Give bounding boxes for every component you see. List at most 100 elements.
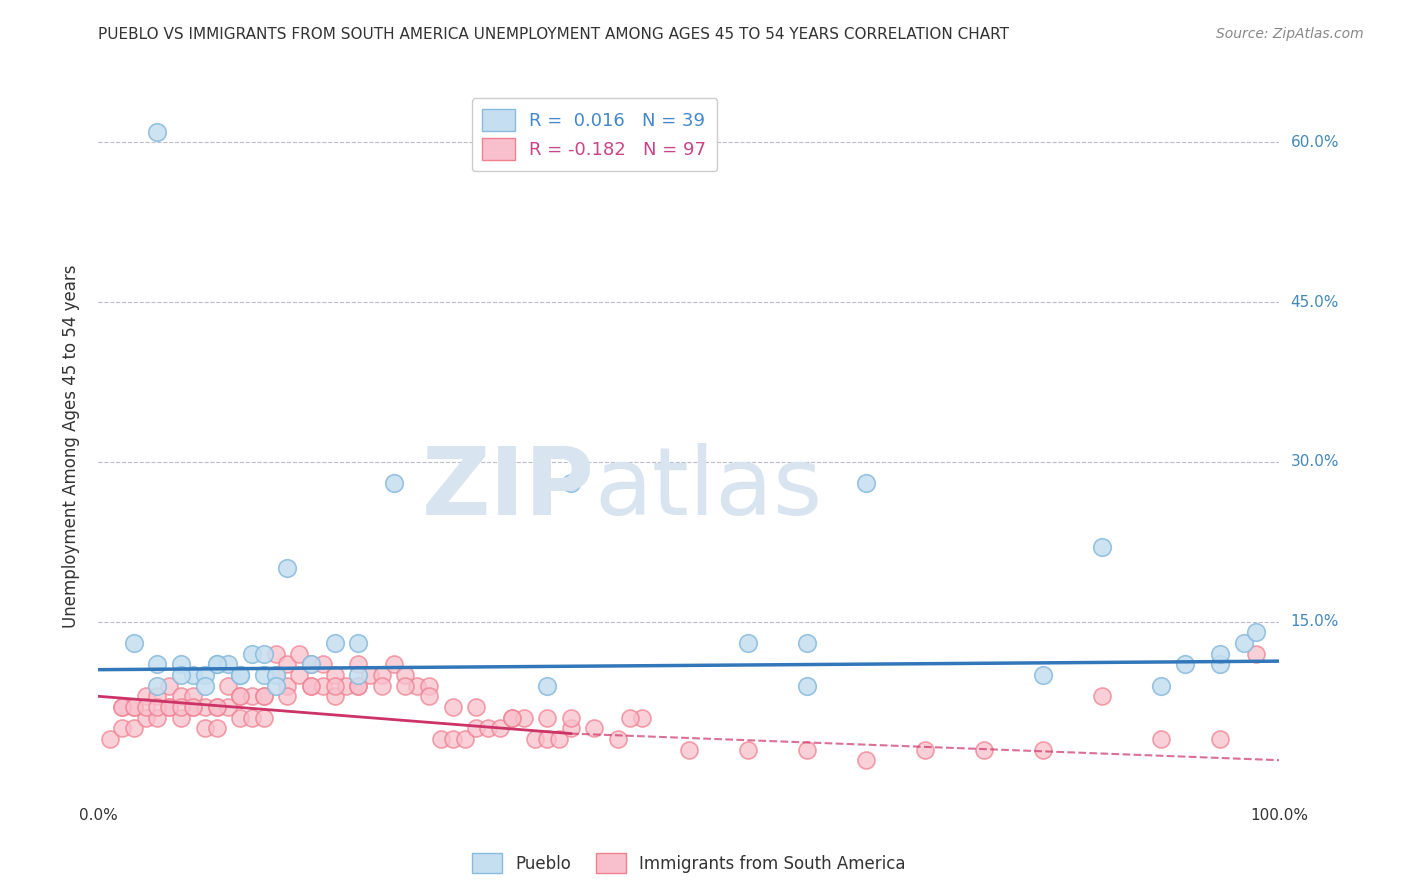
Point	[253, 647, 276, 661]
Point	[1174, 657, 1197, 672]
Point	[264, 679, 287, 693]
Point	[371, 679, 394, 693]
Point	[240, 710, 263, 724]
Text: 15.0%: 15.0%	[1291, 615, 1339, 629]
Point	[607, 731, 630, 746]
Point	[146, 125, 169, 139]
Point	[205, 700, 228, 714]
Point	[194, 668, 217, 682]
Point	[796, 636, 818, 650]
Point	[382, 476, 405, 491]
Point	[122, 700, 145, 714]
Point	[135, 700, 157, 714]
Point	[1209, 731, 1232, 746]
Point	[264, 668, 287, 682]
Point	[111, 700, 134, 714]
Point	[441, 731, 464, 746]
Point	[264, 647, 287, 661]
Point	[170, 710, 193, 724]
Point	[453, 731, 475, 746]
Point	[501, 710, 523, 724]
Point	[181, 690, 204, 704]
Point	[146, 690, 169, 704]
Point	[181, 668, 204, 682]
Point	[229, 710, 252, 724]
Point	[276, 679, 298, 693]
Point	[630, 710, 652, 724]
Point	[276, 690, 298, 704]
Point	[406, 679, 429, 693]
Point	[347, 657, 370, 672]
Point	[678, 742, 700, 756]
Point	[146, 700, 169, 714]
Point	[146, 710, 169, 724]
Point	[501, 710, 523, 724]
Point	[181, 700, 204, 714]
Point	[1233, 636, 1256, 650]
Point	[205, 700, 228, 714]
Point	[1150, 731, 1173, 746]
Point	[146, 679, 169, 693]
Point	[619, 710, 641, 724]
Point	[1209, 657, 1232, 672]
Point	[217, 700, 239, 714]
Point	[181, 700, 204, 714]
Point	[157, 700, 180, 714]
Point	[1091, 690, 1114, 704]
Point	[347, 636, 370, 650]
Point	[194, 700, 217, 714]
Text: 30.0%: 30.0%	[1291, 455, 1339, 469]
Point	[229, 668, 252, 682]
Point	[229, 668, 252, 682]
Point	[347, 679, 370, 693]
Point	[583, 721, 606, 735]
Point	[157, 700, 180, 714]
Point	[737, 742, 759, 756]
Point	[335, 679, 357, 693]
Point	[240, 690, 263, 704]
Point	[430, 731, 453, 746]
Point	[465, 721, 488, 735]
Point	[418, 679, 440, 693]
Point	[229, 690, 252, 704]
Y-axis label: Unemployment Among Ages 45 to 54 years: Unemployment Among Ages 45 to 54 years	[62, 264, 80, 628]
Point	[122, 721, 145, 735]
Point	[973, 742, 995, 756]
Text: ZIP: ZIP	[422, 442, 595, 535]
Point	[122, 636, 145, 650]
Point	[394, 668, 416, 682]
Point	[135, 690, 157, 704]
Text: Source: ZipAtlas.com: Source: ZipAtlas.com	[1216, 27, 1364, 41]
Point	[312, 657, 335, 672]
Point	[170, 668, 193, 682]
Point	[323, 690, 346, 704]
Point	[288, 647, 311, 661]
Point	[560, 710, 582, 724]
Point	[1244, 625, 1267, 640]
Point	[111, 700, 134, 714]
Point	[1032, 668, 1054, 682]
Point	[217, 657, 239, 672]
Point	[253, 690, 276, 704]
Point	[194, 679, 217, 693]
Point	[1150, 679, 1173, 693]
Point	[323, 636, 346, 650]
Point	[111, 721, 134, 735]
Legend: Pueblo, Immigrants from South America: Pueblo, Immigrants from South America	[465, 847, 912, 880]
Point	[288, 668, 311, 682]
Point	[205, 657, 228, 672]
Text: atlas: atlas	[595, 442, 823, 535]
Point	[205, 721, 228, 735]
Point	[1244, 647, 1267, 661]
Point	[548, 731, 571, 746]
Point	[253, 710, 276, 724]
Point	[441, 700, 464, 714]
Point	[382, 657, 405, 672]
Point	[477, 721, 499, 735]
Point	[253, 690, 276, 704]
Point	[347, 668, 370, 682]
Point	[512, 710, 534, 724]
Point	[914, 742, 936, 756]
Point	[146, 657, 169, 672]
Point	[276, 657, 298, 672]
